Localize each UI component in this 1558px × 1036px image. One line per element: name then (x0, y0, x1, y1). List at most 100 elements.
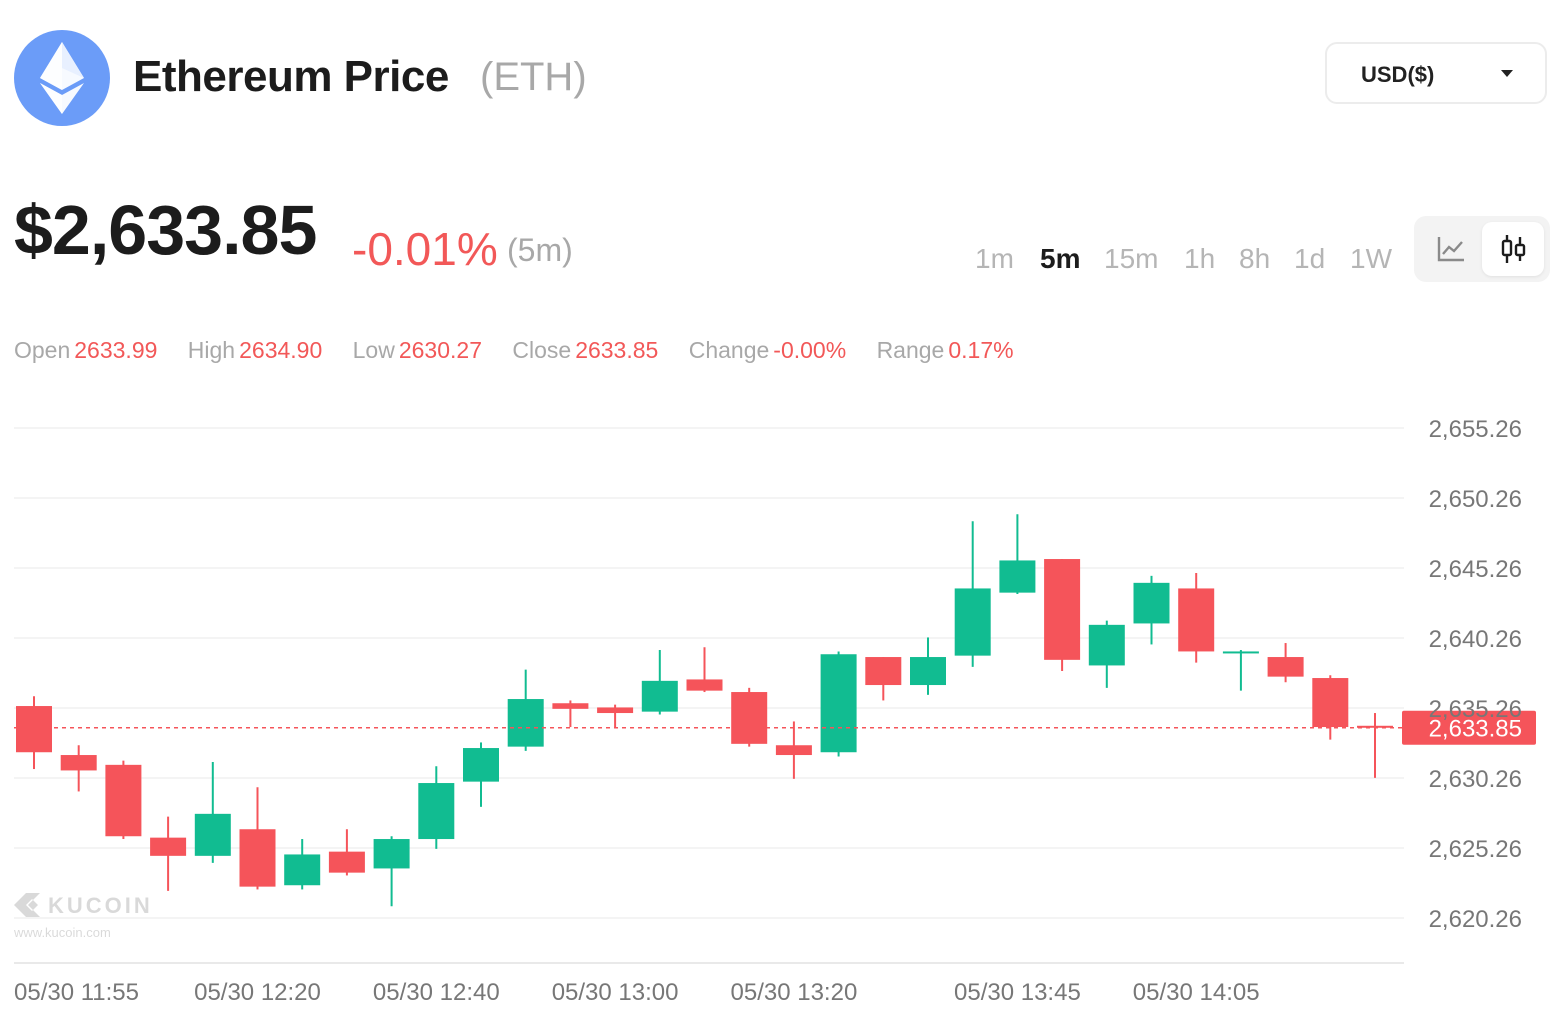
candle-body (1357, 725, 1393, 728)
interval-tab-5m[interactable]: 5m (1040, 243, 1081, 274)
candle-body (239, 829, 276, 887)
candle-body (686, 679, 723, 691)
candle (16, 696, 52, 770)
candle (597, 704, 634, 728)
candle (999, 514, 1036, 595)
candle-body (16, 706, 52, 753)
y-tick-label: 2,650.26 (1429, 486, 1522, 513)
candle (1044, 559, 1081, 672)
low-label: Low (352, 337, 395, 363)
candle-body (284, 854, 321, 886)
open-label: Open (14, 337, 71, 363)
candle-body (1088, 624, 1125, 666)
candle-body (60, 755, 97, 771)
line-chart-icon (1437, 237, 1464, 262)
candle-body (150, 837, 187, 856)
candle-body (105, 764, 142, 837)
candle-body (999, 560, 1036, 593)
candle-body (865, 657, 902, 686)
page-title: Ethereum Price (133, 52, 449, 101)
ethereum-logo-icon (14, 30, 110, 126)
currency-select[interactable]: USD($) (1325, 42, 1547, 104)
kucoin-watermark: KUCOIN www.kucoin.com (13, 893, 153, 940)
candle (1088, 620, 1125, 688)
close-label: Close (512, 337, 572, 363)
candle-body (731, 692, 768, 744)
y-tick-label: 2,645.26 (1429, 556, 1522, 583)
chart-type-toggle (1414, 216, 1550, 282)
change-value: -0.00% (773, 337, 847, 363)
candle-body (328, 851, 365, 873)
candle (194, 762, 231, 863)
y-tick-label: 2,640.26 (1429, 626, 1522, 653)
candle (686, 647, 723, 693)
candlestick-chart-button[interactable] (1482, 222, 1544, 276)
candle-body (954, 588, 991, 656)
interval-tab-1d[interactable]: 1d (1294, 243, 1326, 274)
candle (1178, 573, 1215, 663)
low-value: 2630.27 (398, 337, 482, 363)
candles (16, 514, 1393, 907)
interval-tab-8h[interactable]: 8h (1239, 243, 1271, 274)
candle-body (373, 839, 410, 869)
candle-body (1312, 678, 1349, 728)
candle (463, 742, 499, 807)
line-chart-button[interactable] (1420, 222, 1482, 276)
interval-tab-1h[interactable]: 1h (1184, 243, 1216, 274)
interval-tab-1m[interactable]: 1m (975, 243, 1014, 274)
candlestick-icon (1501, 235, 1526, 263)
x-tick-label: 05/30 13:00 (552, 979, 679, 1006)
candle (1357, 713, 1393, 778)
candle (1133, 575, 1170, 645)
x-tick-label: 05/30 13:20 (731, 979, 858, 1006)
candle (239, 787, 276, 890)
candle-body (1178, 588, 1215, 652)
last-price-marker: 2,633.85 (14, 710, 1536, 745)
candle (507, 669, 544, 751)
candle-body (641, 680, 678, 712)
candle (865, 657, 902, 701)
last-price-label: 2,633.85 (1429, 716, 1522, 743)
change-label: Change (688, 337, 770, 363)
candle (910, 637, 946, 695)
x-axis: 05/30 11:55 05/30 12:20 05/30 12:40 05/30 1… (14, 979, 1260, 1006)
open-value: 2633.99 (74, 337, 158, 363)
watermark-url: www.kucoin.com (13, 925, 111, 940)
candle (60, 745, 97, 792)
caret-down-icon (1501, 70, 1513, 77)
watermark-brand: KUCOIN (48, 893, 153, 918)
candle (1312, 675, 1349, 740)
high-label: High (187, 337, 236, 363)
candle-body (552, 703, 589, 709)
price-change-period: (5m) (507, 232, 573, 268)
x-tick-label: 05/30 12:40 (373, 979, 500, 1006)
candle (284, 839, 321, 890)
candle (328, 829, 365, 876)
candle-body (1044, 559, 1081, 660)
price-change-percent: -0.01% (352, 223, 498, 275)
range-value: 0.17% (948, 337, 1014, 363)
candle (418, 766, 455, 849)
candle-body (418, 783, 455, 840)
candle (150, 816, 187, 891)
x-tick-label: 05/30 14:05 (1133, 979, 1260, 1006)
chart-grid (14, 427, 1404, 964)
candle (820, 651, 857, 757)
close-value: 2633.85 (575, 337, 659, 363)
candle (775, 721, 812, 779)
kucoin-logo-icon (14, 893, 40, 917)
high-value: 2634.90 (239, 337, 323, 363)
candle (731, 687, 768, 747)
candle (641, 650, 678, 715)
interval-tab-15m[interactable]: 15m (1104, 243, 1159, 274)
candle (954, 521, 991, 667)
x-tick-label: 05/30 12:20 (194, 979, 321, 1006)
y-tick-label: 2,630.26 (1429, 766, 1522, 793)
candlestick-chart[interactable]: KUCOIN www.kucoin.com 2,633.85 2,655.262… (0, 380, 1558, 1030)
candle-body (1267, 657, 1304, 677)
asset-symbol: (ETH) (480, 55, 587, 99)
last-price-tag (1402, 710, 1536, 745)
candle-body (597, 707, 634, 714)
interval-tab-1w[interactable]: 1W (1350, 243, 1392, 274)
candle-body (1222, 651, 1259, 654)
